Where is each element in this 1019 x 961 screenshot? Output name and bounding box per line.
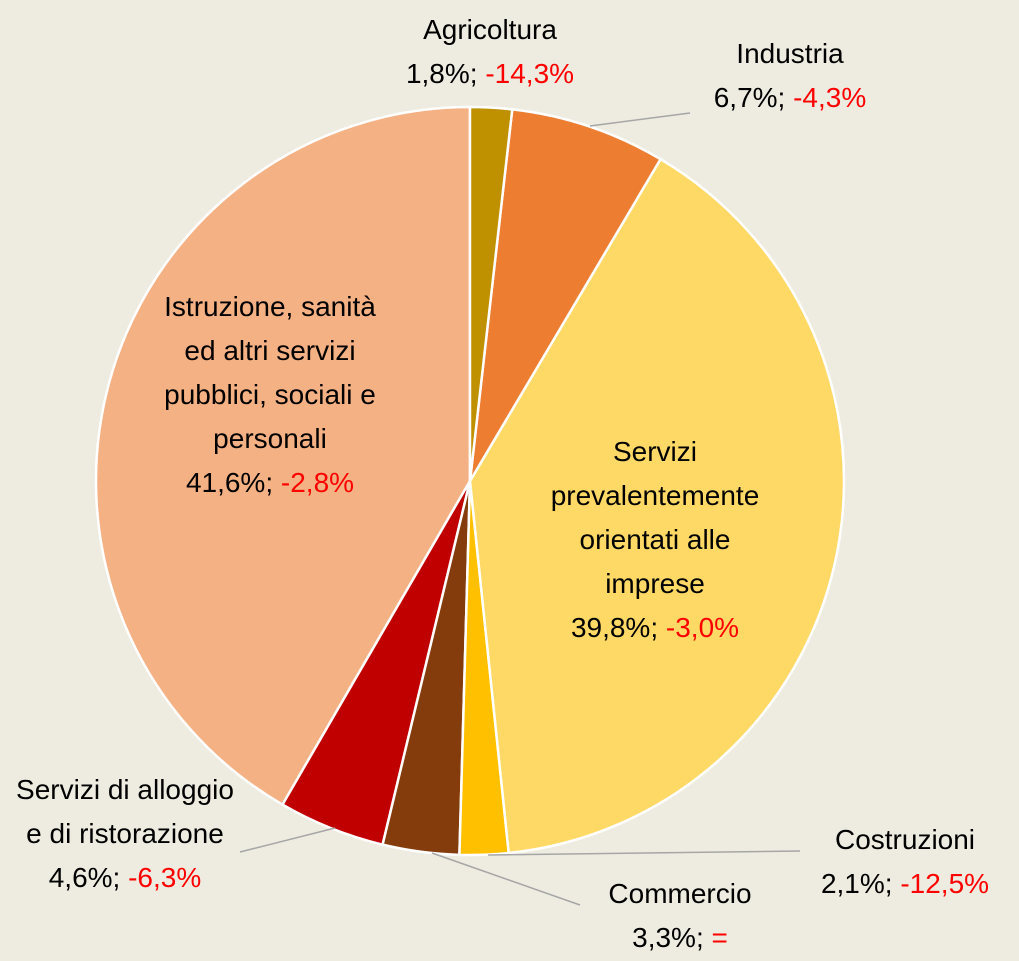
value-label: 2,1% [820,868,885,899]
pie-slice [468,157,846,855]
separator: ; [695,922,712,953]
category-name: Commercio [608,878,752,909]
category-name: Agricoltura [423,14,557,45]
change-label: -3,0% [665,612,740,643]
value-label: 39,8% [570,612,651,643]
change-label: -14,3% [485,58,575,89]
change-label: -12,5% [900,868,990,899]
category-name: Istruzione, sanità ed altri servizi pubb… [164,291,376,454]
slice-label: Istruzione, sanità ed altri servizi pubb… [150,285,390,505]
slice-label: Servizi prevalentemente orientati alle i… [550,430,760,650]
leader-line [487,850,801,856]
pie-slice [468,108,663,482]
category-name: Industria [736,38,844,69]
slice-label: Commercio 3,3%; = [585,872,775,960]
change-label: -2,8% [280,467,355,498]
pie-slice [468,105,514,482]
separator: ; [884,868,901,899]
leader-lines [239,112,801,906]
change-label: -4,3% [793,82,867,113]
change-label: -6,3% [128,862,202,893]
category-name: Servizi prevalentemente orientati alle i… [550,436,760,599]
leader-line [431,852,581,906]
separator: ; [265,467,281,498]
value-label: 3,3% [632,922,696,953]
separator: ; [777,82,794,113]
separator: ; [112,862,129,893]
category-name: Costruzioni [834,824,976,855]
slice-label: Servizi di alloggio e di ristorazione 4,6… [15,768,235,900]
separator: ; [650,612,666,643]
value-label: 4,6% [48,862,113,893]
change-label: = [711,922,728,953]
value-label: 6,7% [713,82,778,113]
slice-label: Industria 6,7%; -4,3% [670,32,910,120]
separator: ; [469,58,486,89]
value-label: 1,8% [405,58,470,89]
slice-label: Costruzioni 2,1%; -12,5% [810,818,1000,906]
leader-line [589,112,691,127]
leader-line [239,827,336,853]
value-label: 41,6% [185,467,266,498]
slice-label: Agricoltura 1,8%; -14,3% [370,8,610,96]
pie-slice [94,105,472,807]
category-name: Servizi di alloggio e di ristorazione [16,774,234,849]
